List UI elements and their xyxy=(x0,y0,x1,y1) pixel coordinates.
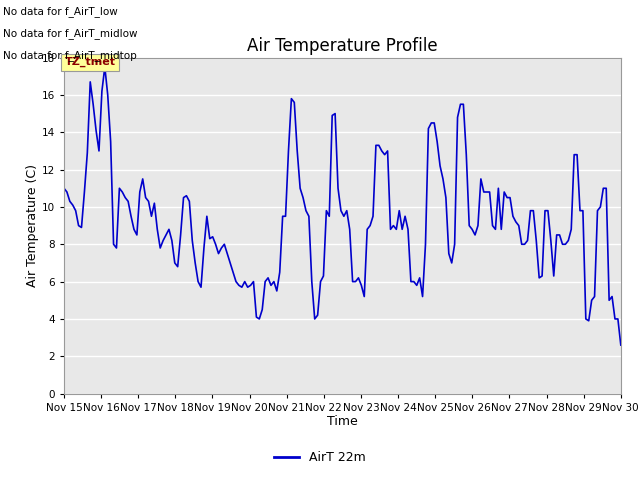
Legend: AirT 22m: AirT 22m xyxy=(269,446,371,469)
Text: No data for f_AirT_low: No data for f_AirT_low xyxy=(3,6,118,17)
Text: No data for f_AirT_midlow: No data for f_AirT_midlow xyxy=(3,28,138,39)
Text: TZ_tmet: TZ_tmet xyxy=(65,57,116,67)
X-axis label: Time: Time xyxy=(327,415,358,429)
Text: No data for f_AirT_midtop: No data for f_AirT_midtop xyxy=(3,49,137,60)
Title: Air Temperature Profile: Air Temperature Profile xyxy=(247,36,438,55)
Y-axis label: Air Temperature (C): Air Temperature (C) xyxy=(26,164,39,287)
